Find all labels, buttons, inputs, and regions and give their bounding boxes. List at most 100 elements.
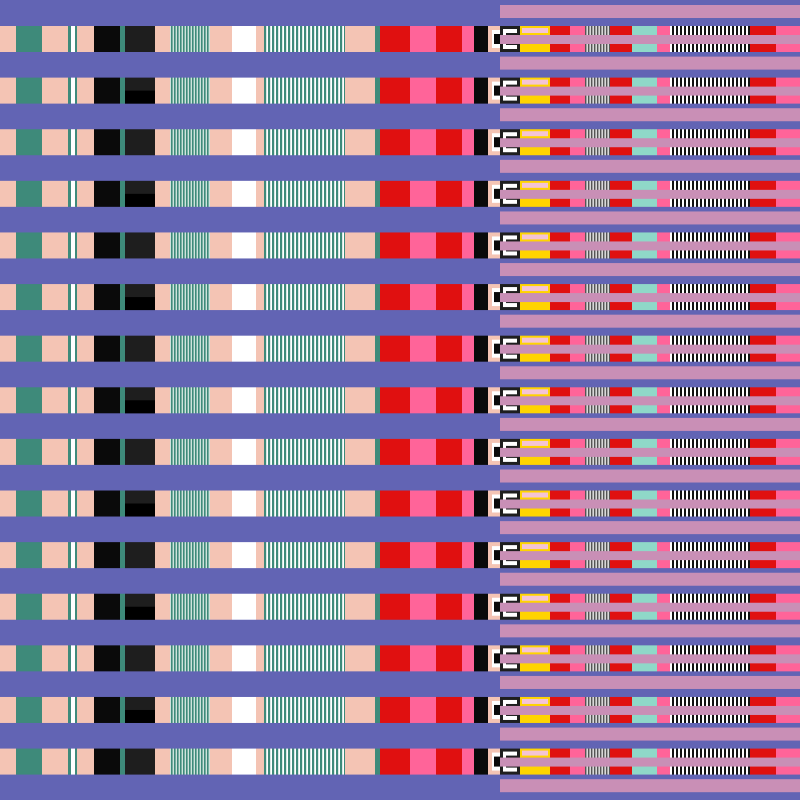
stripe (75, 180, 77, 207)
dark-block (125, 709, 155, 723)
stripe (77, 387, 94, 414)
stripe (264, 438, 345, 465)
stripe (68, 748, 71, 775)
stripe (210, 490, 232, 517)
stripe (474, 232, 488, 259)
stripe (256, 645, 264, 672)
overlay-bar (500, 654, 800, 664)
stripe (0, 77, 16, 104)
stripe (170, 696, 210, 723)
stripe (0, 593, 16, 620)
stripe (42, 180, 68, 207)
stripe (71, 26, 75, 52)
stripe (256, 438, 264, 465)
stripe (71, 284, 75, 311)
stripe (256, 542, 264, 569)
stripe (120, 180, 125, 207)
stripe (42, 284, 68, 311)
bracket-inner (494, 653, 500, 664)
stripe (155, 232, 170, 259)
stripe (345, 335, 375, 362)
stripe (75, 387, 77, 414)
stripe (232, 387, 256, 414)
stripe (75, 284, 77, 311)
stripe (68, 438, 71, 465)
stripe (120, 335, 125, 362)
stripe (474, 335, 488, 362)
stripe (170, 26, 210, 52)
stripe (94, 696, 120, 723)
stripe (375, 26, 380, 52)
pale-mark (522, 234, 548, 240)
stripe (42, 232, 68, 259)
stripe (375, 696, 380, 723)
stripe (94, 645, 120, 672)
top-bar (500, 108, 800, 122)
stripe (410, 593, 436, 620)
stripe (345, 77, 375, 104)
stripe (0, 438, 16, 465)
stripe (77, 335, 94, 362)
stripe (210, 387, 232, 414)
top-bar (500, 159, 800, 173)
overlay-bar (500, 241, 800, 251)
stripe (345, 542, 375, 569)
stripe (155, 542, 170, 569)
bracket-inner (494, 343, 500, 354)
stripe (94, 129, 120, 156)
top-bar (500, 727, 800, 741)
dark-block (125, 297, 155, 311)
dark-block (125, 193, 155, 207)
stripe (94, 438, 120, 465)
stripe (120, 26, 125, 52)
stripe (68, 335, 71, 362)
stripe (42, 387, 68, 414)
stripe (345, 129, 375, 156)
stripe (71, 232, 75, 259)
stripe (155, 490, 170, 517)
stripe (120, 748, 125, 775)
stripe (410, 490, 436, 517)
stripe (410, 335, 436, 362)
stripe (410, 232, 436, 259)
stripe (16, 593, 42, 620)
stripe (42, 696, 68, 723)
stripe (68, 180, 71, 207)
overlay-bar (500, 35, 800, 44)
stripe (264, 696, 345, 723)
stripe (77, 129, 94, 156)
stripe (16, 26, 42, 52)
stripe (77, 542, 94, 569)
stripe (155, 438, 170, 465)
top-bar (500, 211, 800, 225)
stripe (16, 180, 42, 207)
stripe (474, 696, 488, 723)
stripe (380, 129, 410, 156)
stripe (474, 645, 488, 672)
stripe (232, 696, 256, 723)
stripe (170, 129, 210, 156)
stripe (375, 232, 380, 259)
pale-mark (522, 595, 548, 601)
bracket-inner (494, 292, 500, 303)
stripe (75, 26, 77, 52)
stripe (264, 645, 345, 672)
stripe (120, 77, 125, 104)
stripe (375, 438, 380, 465)
stripe (232, 77, 256, 104)
stripe (125, 748, 155, 775)
dark-block (125, 90, 155, 104)
stripe (170, 335, 210, 362)
stripe (94, 180, 120, 207)
stripe (232, 438, 256, 465)
stripe (210, 26, 232, 52)
overlay-bar (500, 344, 800, 354)
stripe (120, 490, 125, 517)
stripe (94, 26, 120, 52)
stripe (232, 748, 256, 775)
stripe (256, 77, 264, 104)
stripe (170, 77, 210, 104)
pale-mark (522, 337, 548, 343)
stripe (462, 696, 474, 723)
